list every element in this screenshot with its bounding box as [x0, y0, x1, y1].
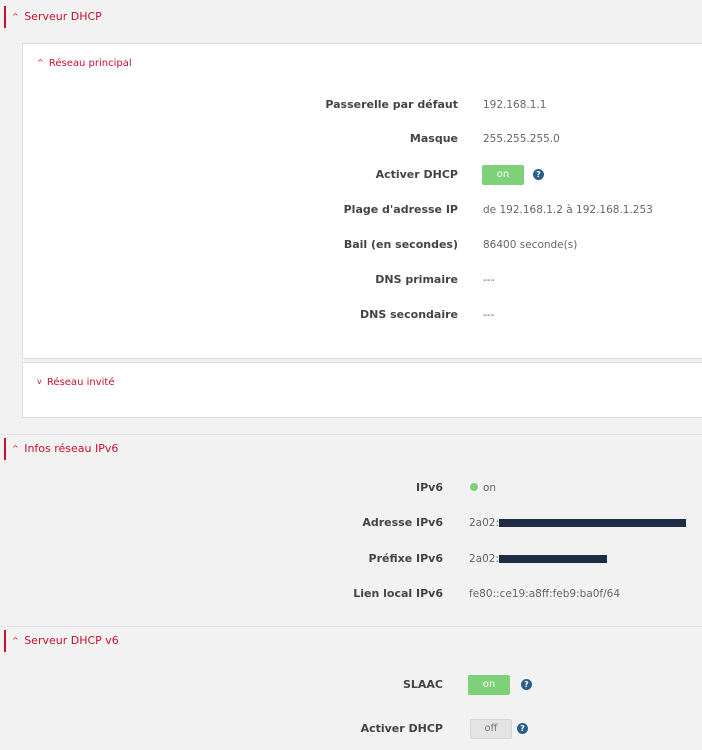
chevron-up-icon: ^: [37, 58, 44, 67]
chevron-up-icon: ^: [12, 636, 19, 645]
mask-label: Masque: [409, 132, 458, 145]
divider: [0, 626, 702, 627]
guest-network-title: Réseau invité: [46, 377, 115, 388]
redaction-bar: [499, 519, 687, 527]
ip-range-row: Plage d'adresse IP de 192.168.1.2 à 192.…: [23, 199, 702, 221]
main-network-title: Réseau principal: [48, 58, 132, 69]
ipv6-status-value-wrap: on: [470, 477, 496, 499]
chevron-up-icon: ^: [12, 444, 19, 453]
dhcp-enable-toggle[interactable]: on: [482, 165, 524, 185]
ipv6-prefix-row: Préfixe IPv6 2a02:: [0, 548, 702, 570]
slaac-toggle[interactable]: on: [468, 675, 510, 695]
section-ipv6-header[interactable]: ^ Infos réseau IPv6: [4, 438, 702, 460]
ipv6-status-row: IPv6 on: [0, 477, 702, 499]
mask-value: 255.255.255.0: [483, 133, 560, 145]
ipv6-prefix-value: 2a02:: [469, 553, 500, 565]
dns-primary-label: DNS primaire: [375, 273, 458, 286]
dns-secondary-label: DNS secondaire: [360, 308, 458, 321]
help-icon[interactable]: ?: [517, 723, 528, 734]
dhcpv6-enable-row: Activer DHCP off ?: [0, 718, 702, 740]
ipv6-address-value-wrap: 2a02:: [469, 512, 687, 534]
dns-primary-value: ---: [483, 274, 495, 286]
section-dhcpv6-title: Serveur DHCP v6: [24, 634, 119, 647]
section-dhcp-title: Serveur DHCP: [24, 10, 102, 23]
ipv6-prefix-value-wrap: 2a02:: [469, 548, 608, 570]
mask-row: Masque 255.255.255.0: [23, 128, 702, 150]
dns-primary-row: DNS primaire ---: [23, 269, 702, 291]
status-dot-icon: [470, 483, 478, 491]
gateway-row: Passerelle par défaut 192.168.1.1: [23, 94, 702, 116]
section-dhcpv6-header[interactable]: ^ Serveur DHCP v6: [4, 630, 702, 652]
main-network-card: ^ Réseau principal Passerelle par défaut…: [22, 43, 702, 359]
ipv6-address-label: Adresse IPv6: [362, 516, 443, 529]
dns-secondary-row: DNS secondaire ---: [23, 304, 702, 326]
chevron-down-icon: v: [37, 377, 42, 386]
ipv6-link-local-value: fe80::ce19:a8ff:feb9:ba0f/64: [469, 588, 621, 600]
ipv6-address-value: 2a02:: [469, 517, 500, 529]
ipv6-status-label: IPv6: [416, 481, 443, 494]
help-icon[interactable]: ?: [521, 679, 532, 690]
ipv6-link-local-label: Lien local IPv6: [353, 587, 443, 600]
dhcpv6-enable-label: Activer DHCP: [360, 722, 443, 735]
lease-label: Bail (en secondes): [343, 238, 458, 251]
guest-network-card: v Réseau invité: [22, 362, 702, 418]
slaac-label: SLAAC: [402, 678, 443, 691]
ipv6-prefix-label: Préfixe IPv6: [368, 552, 443, 565]
redaction-bar: [499, 555, 608, 563]
slaac-row: SLAAC on ?: [0, 674, 702, 696]
help-icon[interactable]: ?: [533, 169, 544, 180]
divider: [0, 434, 702, 435]
ip-range-value: de 192.168.1.2 à 192.168.1.253: [483, 204, 653, 216]
ipv6-status-value: on: [483, 482, 497, 494]
dhcp-enable-label: Activer DHCP: [375, 168, 458, 181]
ipv6-address-row: Adresse IPv6 2a02:: [0, 512, 702, 534]
lease-value: 86400 seconde(s): [483, 239, 578, 251]
gateway-label: Passerelle par défaut: [325, 98, 458, 111]
dhcp-enable-row: Activer DHCP on ?: [23, 164, 702, 186]
section-dhcp-header[interactable]: ^ Serveur DHCP: [4, 6, 702, 28]
ip-range-label: Plage d'adresse IP: [343, 203, 458, 216]
chevron-up-icon: ^: [12, 12, 19, 21]
dhcpv6-enable-toggle[interactable]: off: [470, 719, 512, 739]
lease-row: Bail (en secondes) 86400 seconde(s): [23, 234, 702, 256]
guest-network-toggle[interactable]: v Réseau invité: [37, 377, 114, 388]
main-network-toggle[interactable]: ^ Réseau principal: [37, 58, 132, 69]
section-ipv6-title: Infos réseau IPv6: [24, 442, 119, 455]
ipv6-link-local-row: Lien local IPv6 fe80::ce19:a8ff:feb9:ba0…: [0, 583, 702, 605]
dns-secondary-value: ---: [483, 309, 495, 321]
gateway-value: 192.168.1.1: [483, 99, 547, 111]
